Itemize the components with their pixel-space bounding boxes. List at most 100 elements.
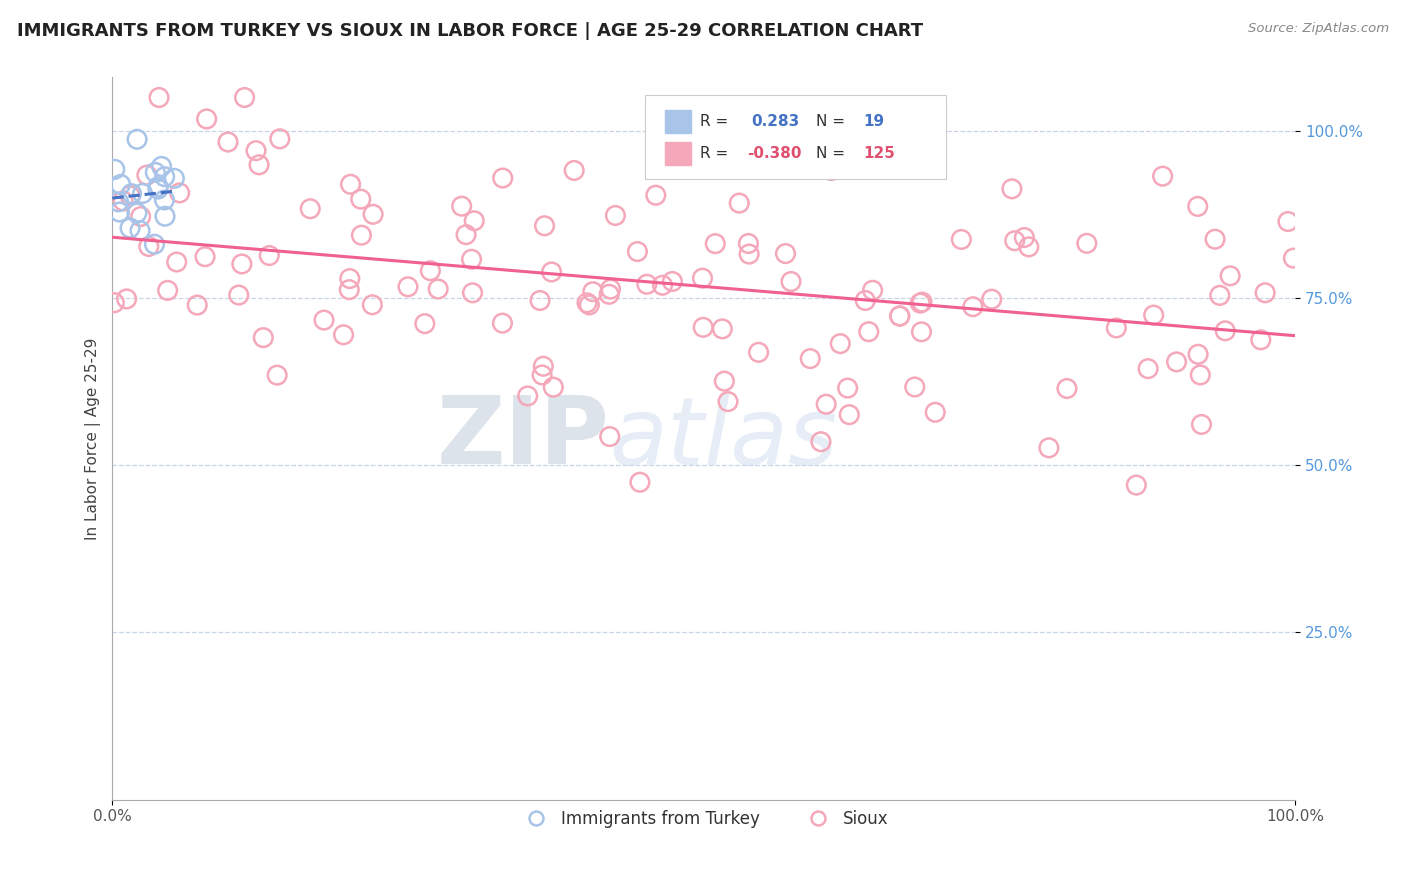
Point <box>186 298 208 312</box>
Point <box>120 188 142 202</box>
Point <box>626 244 648 259</box>
Point <box>169 186 191 200</box>
Point <box>1125 478 1147 492</box>
Point <box>1209 288 1232 302</box>
Point <box>148 90 170 104</box>
Point <box>578 298 600 312</box>
Point <box>460 252 482 267</box>
Point <box>492 171 515 186</box>
Point <box>737 236 759 251</box>
Point <box>1076 236 1098 251</box>
Point <box>194 250 217 264</box>
Point <box>889 309 911 323</box>
Bar <box>665 110 690 133</box>
Point <box>636 277 658 292</box>
Point <box>1189 368 1212 382</box>
Point <box>605 209 627 223</box>
Point <box>450 199 472 213</box>
Point <box>115 292 138 306</box>
Point <box>350 192 373 206</box>
Point <box>1105 321 1128 335</box>
Text: 0.283: 0.283 <box>751 114 800 129</box>
Point <box>576 296 599 310</box>
Point <box>419 263 441 277</box>
Point <box>815 397 838 411</box>
Point <box>540 265 562 279</box>
Bar <box>665 142 690 165</box>
Point <box>143 237 166 252</box>
Text: ZIP: ZIP <box>436 392 609 484</box>
Point <box>862 283 884 297</box>
Point <box>533 219 555 233</box>
Point <box>704 236 727 251</box>
Point <box>217 135 239 149</box>
Point <box>661 275 683 289</box>
Point <box>692 271 714 285</box>
Point <box>163 171 186 186</box>
Point <box>711 322 734 336</box>
Point <box>461 285 484 300</box>
Point <box>125 206 148 220</box>
Point <box>1056 382 1078 396</box>
Point <box>252 331 274 345</box>
Text: N =: N = <box>815 114 845 129</box>
Point <box>692 320 714 334</box>
Point <box>824 147 846 161</box>
Point <box>146 179 169 194</box>
Text: N =: N = <box>815 145 845 161</box>
Point <box>269 132 291 146</box>
Point <box>531 359 554 374</box>
Point <box>107 194 129 209</box>
Point <box>143 165 166 179</box>
Point <box>233 90 256 104</box>
Point <box>1204 232 1226 246</box>
Point <box>153 193 176 207</box>
Point <box>339 178 361 192</box>
Point <box>1282 251 1305 265</box>
Point <box>810 434 832 449</box>
Point <box>644 188 666 202</box>
Point <box>112 194 135 208</box>
Point <box>1001 182 1024 196</box>
Point <box>1137 361 1160 376</box>
Point <box>780 275 803 289</box>
Point <box>837 381 859 395</box>
Point <box>1254 285 1277 300</box>
Point <box>904 380 927 394</box>
Point <box>858 325 880 339</box>
Point <box>245 144 267 158</box>
Point <box>748 345 770 359</box>
Point <box>108 205 131 219</box>
Point <box>1143 308 1166 322</box>
Point <box>195 112 218 126</box>
Point <box>231 257 253 271</box>
Point <box>1187 199 1209 213</box>
Point <box>562 163 585 178</box>
Point <box>529 293 551 308</box>
Legend: Immigrants from Turkey, Sioux: Immigrants from Turkey, Sioux <box>512 803 896 835</box>
Point <box>830 336 852 351</box>
Point <box>853 293 876 308</box>
Point <box>728 196 751 211</box>
Point <box>799 351 821 366</box>
Point <box>166 255 188 269</box>
Text: 125: 125 <box>863 145 896 161</box>
Point <box>738 247 761 261</box>
Point <box>156 284 179 298</box>
Point <box>259 248 281 262</box>
Point <box>337 283 360 297</box>
Point <box>1014 230 1036 244</box>
Point <box>1213 324 1236 338</box>
Point <box>104 162 127 177</box>
Point <box>516 389 538 403</box>
Point <box>582 285 605 299</box>
Point <box>312 313 335 327</box>
Point <box>129 224 152 238</box>
Point <box>110 178 132 192</box>
Point <box>775 246 797 260</box>
Point <box>980 292 1002 306</box>
Text: -0.380: -0.380 <box>748 145 801 161</box>
Point <box>1004 234 1026 248</box>
Point <box>889 309 911 323</box>
Point <box>131 186 153 201</box>
